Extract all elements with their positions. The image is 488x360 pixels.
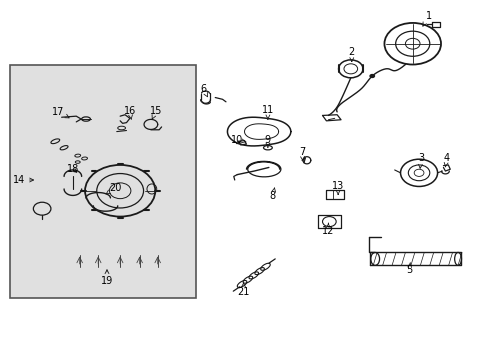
Text: 21: 21: [237, 283, 249, 297]
Text: 1: 1: [422, 11, 431, 26]
Text: 20: 20: [106, 183, 121, 194]
Text: 5: 5: [406, 262, 411, 275]
Text: 6: 6: [200, 84, 207, 97]
Text: 4: 4: [443, 153, 449, 167]
Circle shape: [368, 74, 374, 78]
Text: 19: 19: [101, 270, 113, 286]
Text: 17: 17: [52, 107, 69, 118]
Text: 13: 13: [331, 181, 344, 194]
Text: 2: 2: [348, 46, 354, 62]
Text: 14: 14: [13, 175, 34, 185]
Text: 3: 3: [417, 153, 423, 168]
Text: 11: 11: [261, 105, 273, 119]
Text: 12: 12: [322, 223, 334, 236]
Text: 15: 15: [149, 106, 162, 119]
Text: 16: 16: [123, 106, 136, 119]
Text: 7: 7: [298, 147, 305, 161]
Text: 18: 18: [66, 164, 79, 174]
Text: 8: 8: [269, 188, 275, 201]
Text: 10: 10: [231, 135, 245, 145]
Bar: [10, 65, 195, 298]
Text: 9: 9: [264, 135, 270, 148]
